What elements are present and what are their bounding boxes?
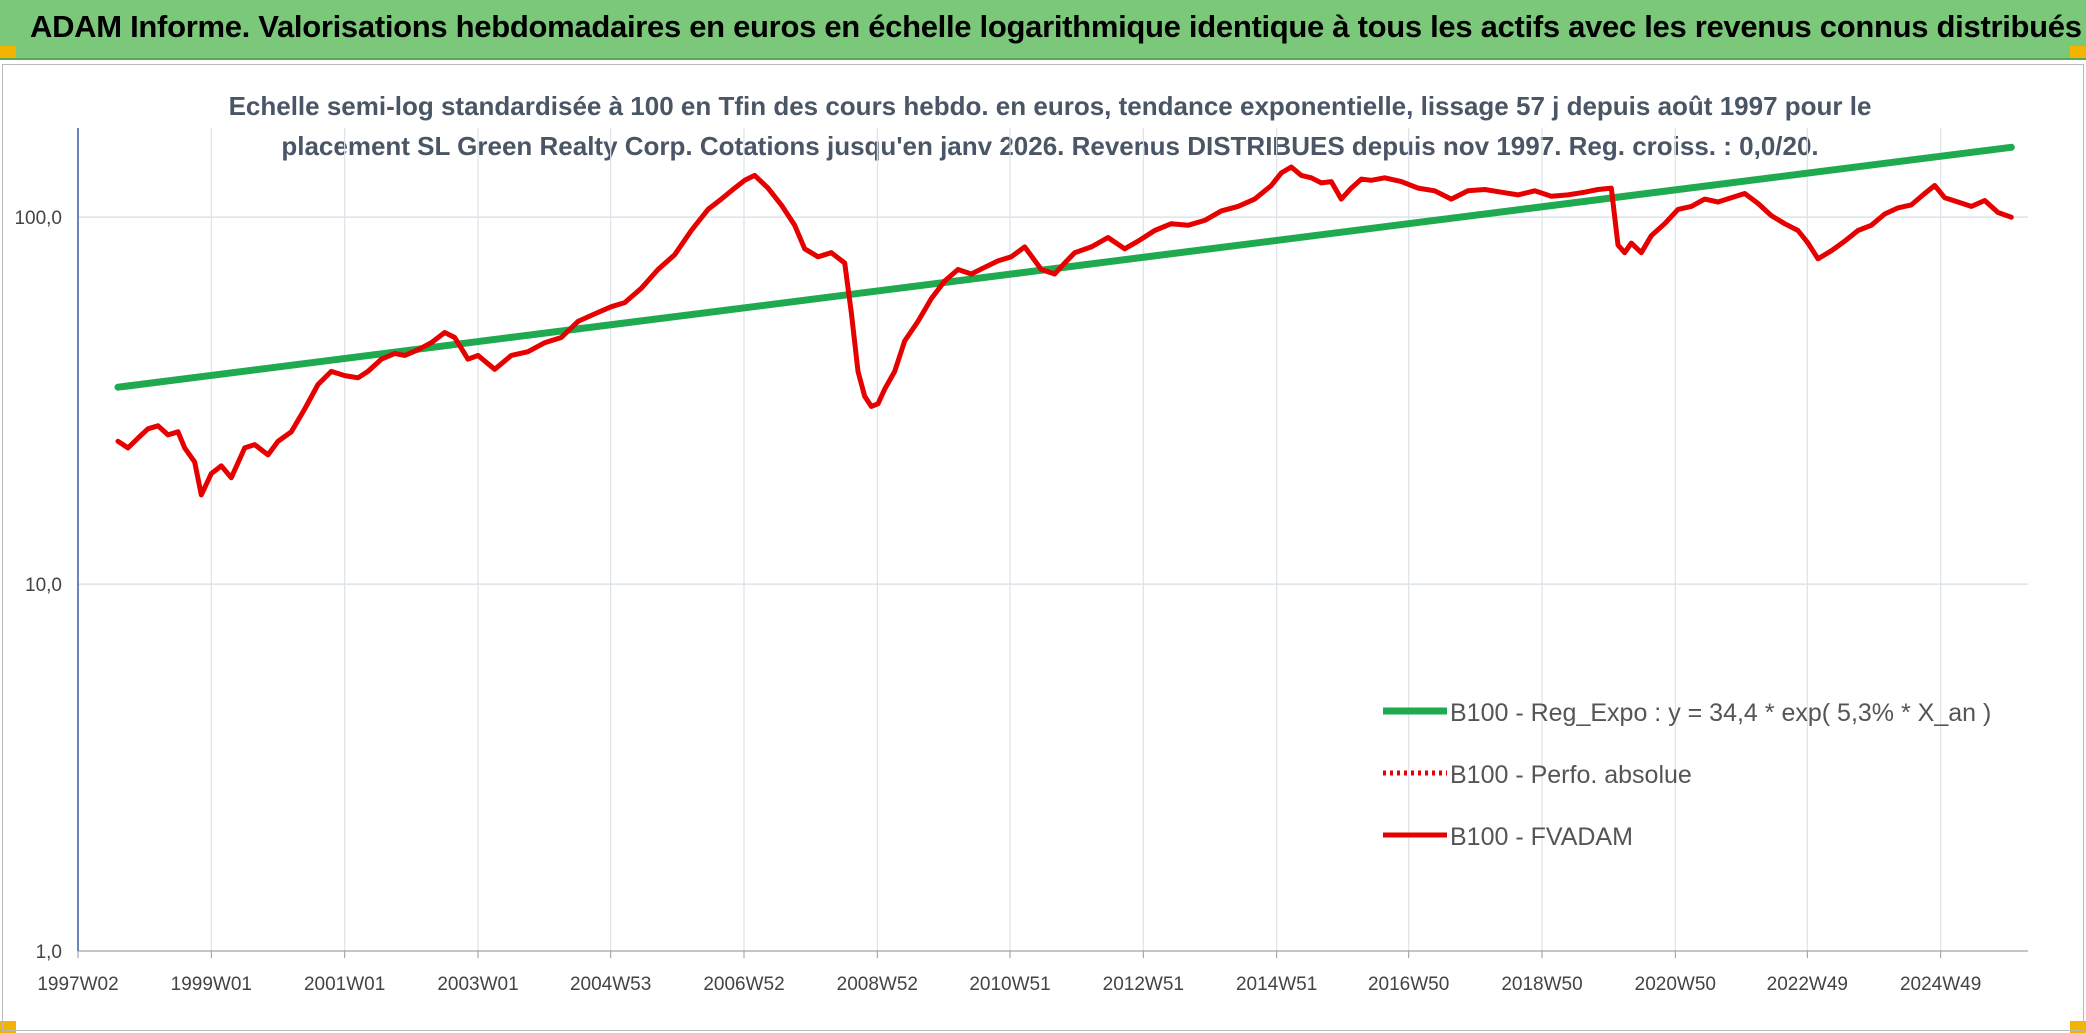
chart-title: Echelle semi-log standardisée à 100 en T… [200,86,1900,166]
report-header: ADAM Informe. Valorisations hebdomadaire… [0,0,2086,60]
series-layer [114,143,2015,498]
y-tick-label: 1,0 [36,942,62,963]
chart-title-line-2: placement SL Green Realty Corp. Cotation… [281,131,1819,161]
x-tick-labels: 1997W02 1999W01 2001W01 2003W01 2004W53 2006W… [37,974,1981,995]
x-tick-label: 2012W51 [1103,974,1184,995]
x-tick-label: 2024W49 [1900,974,1981,995]
x-tick-label: 2020W50 [1635,974,1716,995]
legend-label-2: B100 - Perfo. absolue [1450,761,1692,789]
x-tick-label: 2018W50 [1501,974,1582,995]
series-line-1 [114,143,2015,391]
corner-marker [0,46,16,58]
x-tick-label: 2006W52 [703,974,784,995]
x-tick-label: 1997W02 [37,974,118,995]
chart-title-line-1: Echelle semi-log standardisée à 100 en T… [228,91,1872,121]
grid-layer [77,128,2028,958]
y-tick-label: 10,0 [25,575,62,596]
y-tick-label: 100,0 [14,208,62,229]
x-tick-label: 2014W51 [1236,974,1317,995]
series-line-3 [115,164,2014,498]
legend-label-1: B100 - Reg_Expo : y = 34,4 * exp( 5,3% *… [1450,699,1991,727]
x-tick-label: 2003W01 [437,974,518,995]
y-tick-labels: 1,0 10,0 100,0 [14,208,62,963]
legend: B100 - Reg_Expo : y = 34,4 * exp( 5,3% *… [1383,699,1991,851]
chart-frame [2,64,2084,1031]
x-tick-label: 2001W01 [304,974,385,995]
report-title: ADAM Informe. Valorisations hebdomadaire… [30,9,2082,44]
x-tick-label: 1999W01 [171,974,252,995]
legend-label-3: B100 - FVADAM [1450,823,1633,851]
x-tick-label: 2004W53 [570,974,651,995]
corner-marker [2070,46,2086,58]
x-tick-label: 2010W51 [969,974,1050,995]
x-tick-label: 2008W52 [837,974,918,995]
x-tick-label: 2022W49 [1767,974,1848,995]
x-tick-label: 2016W50 [1368,974,1449,995]
